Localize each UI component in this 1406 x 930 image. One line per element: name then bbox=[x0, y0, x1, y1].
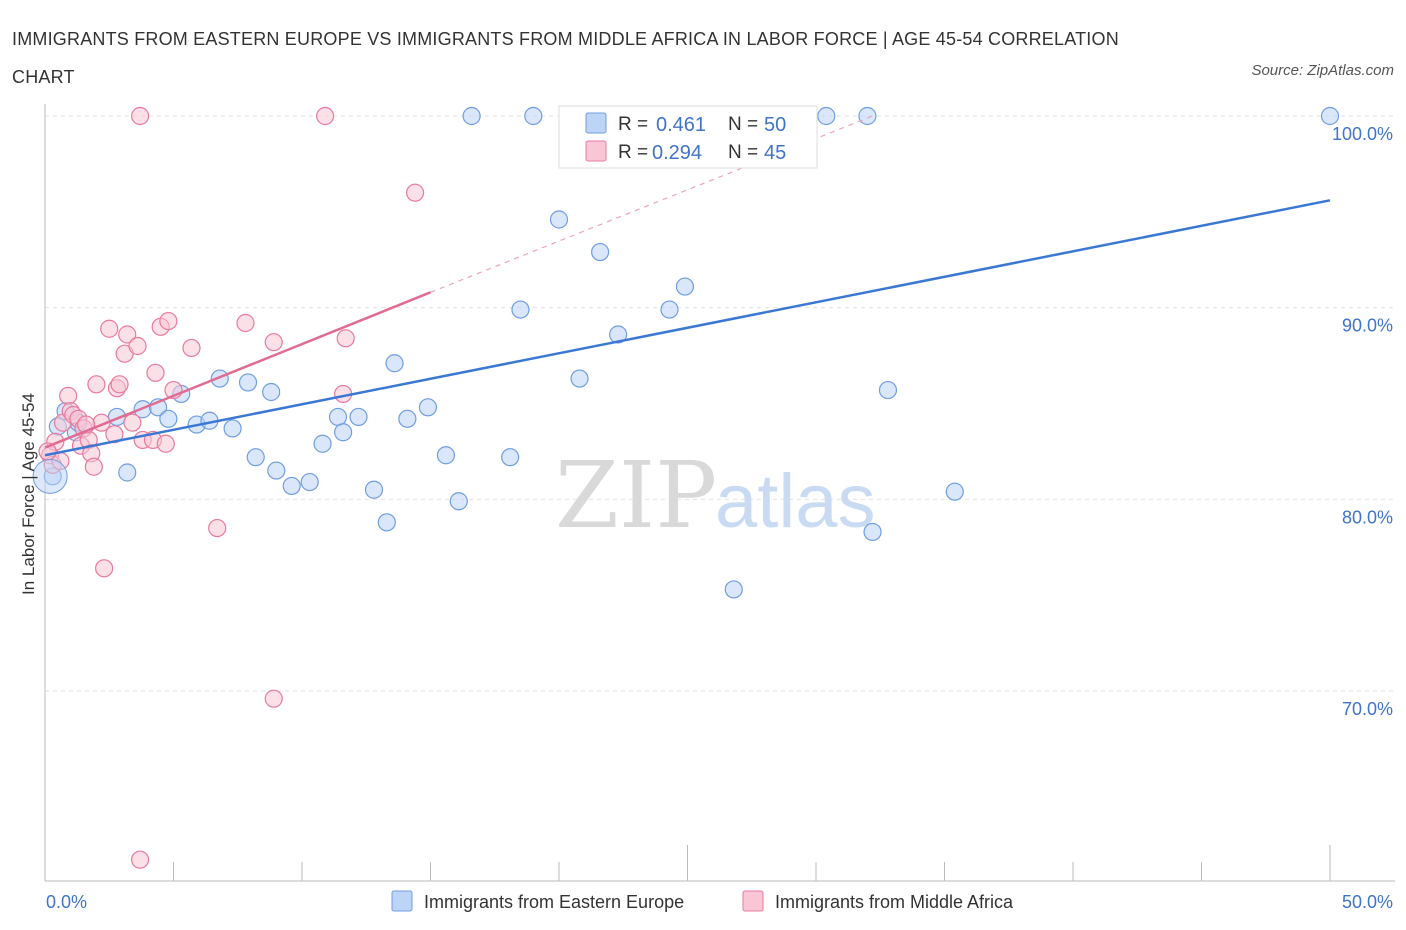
point-eastern-europe-40 bbox=[660, 300, 679, 319]
point-eastern-europe-45 bbox=[858, 106, 877, 126]
point-eastern-europe-9 bbox=[159, 409, 178, 428]
x-tick-min: 0.0% bbox=[46, 892, 87, 912]
point-middle-africa-23 bbox=[128, 336, 147, 356]
point-eastern-europe-37 bbox=[570, 369, 589, 388]
x-tick-max: 50.0% bbox=[1342, 892, 1393, 912]
legend-r-label-1: R = bbox=[618, 114, 648, 135]
point-middle-africa-34 bbox=[264, 333, 283, 352]
point-middle-africa-14 bbox=[87, 375, 106, 394]
point-eastern-europe-23 bbox=[334, 423, 353, 442]
source-label: Source: ZipAtlas.com bbox=[1251, 62, 1394, 79]
point-middle-africa-33 bbox=[236, 313, 255, 333]
point-eastern-europe-42 bbox=[724, 580, 743, 599]
legend-r-value-middle-africa: 0.294 bbox=[652, 142, 702, 164]
legend-swatch-middle-africa bbox=[585, 140, 607, 162]
legend-n-value-middle-africa: 45 bbox=[764, 142, 786, 164]
stats-legend: R = 0.461 N = 50 R = 0.294 N = 45 bbox=[558, 105, 818, 169]
point-middle-africa-37 bbox=[405, 183, 425, 202]
point-middle-africa-42 bbox=[130, 850, 150, 869]
point-eastern-europe-36 bbox=[549, 210, 569, 229]
point-middle-africa-29 bbox=[159, 311, 178, 331]
point-eastern-europe-39 bbox=[609, 325, 628, 344]
trend-lines bbox=[44, 115, 1331, 457]
watermark-zip: ZIP bbox=[555, 442, 717, 549]
point-eastern-europe-35 bbox=[524, 106, 543, 126]
legend-n-value-eastern-europe: 50 bbox=[764, 114, 786, 136]
point-eastern-europe-32 bbox=[462, 106, 481, 126]
point-middle-africa-26 bbox=[146, 363, 165, 382]
point-eastern-europe-31 bbox=[449, 492, 468, 511]
legend-r-value-eastern-europe: 0.461 bbox=[656, 114, 706, 136]
legend-n-label-1: N = bbox=[728, 114, 758, 135]
legend-swatch-eastern-europe bbox=[585, 112, 607, 134]
point-middle-africa-36 bbox=[336, 329, 355, 348]
legend-r-label-2: R = bbox=[618, 142, 648, 163]
point-eastern-europe-28 bbox=[398, 409, 417, 428]
point-eastern-europe-18 bbox=[267, 461, 286, 480]
point-eastern-europe-large bbox=[32, 458, 68, 494]
point-eastern-europe-27 bbox=[385, 354, 404, 373]
y-axis-label: In Labor Force | Age 45-54 bbox=[19, 393, 38, 595]
point-middle-africa-31 bbox=[182, 338, 201, 358]
y-tick-label-100: 100.0% bbox=[1332, 124, 1393, 144]
watermark-atlas: atlas bbox=[715, 459, 876, 544]
point-middle-africa-40 bbox=[316, 106, 335, 126]
point-eastern-europe-20 bbox=[300, 472, 319, 492]
point-eastern-europe-19 bbox=[282, 476, 301, 496]
point-middle-africa-38 bbox=[95, 559, 114, 578]
y-tick-label-70: 70.0% bbox=[1342, 699, 1393, 719]
bottom-legend-label-eastern-europe: Immigrants from Eastern Europe bbox=[424, 892, 684, 912]
trend-line-eastern-europe bbox=[44, 199, 1331, 457]
point-middle-africa-13 bbox=[84, 457, 103, 476]
point-eastern-europe-44 bbox=[817, 106, 836, 126]
bottom-legend-label-middle-africa: Immigrants from Middle Africa bbox=[775, 892, 1014, 912]
point-eastern-europe-30 bbox=[436, 446, 456, 465]
series-legend: Immigrants from Eastern Europe Immigrant… bbox=[391, 890, 1014, 912]
grid-lines bbox=[45, 115, 1395, 692]
point-eastern-europe-24 bbox=[349, 407, 368, 427]
point-middle-africa-28 bbox=[156, 434, 175, 453]
point-eastern-europe-41 bbox=[675, 277, 695, 296]
point-middle-africa-22 bbox=[123, 413, 142, 432]
point-eastern-europe-34 bbox=[511, 300, 530, 319]
trend-line-middle-africa bbox=[44, 291, 431, 449]
bottom-legend-swatch-eastern-europe bbox=[391, 890, 413, 912]
axes bbox=[44, 104, 1395, 882]
point-eastern-europe-29 bbox=[418, 398, 438, 417]
point-eastern-europe-6 bbox=[118, 463, 137, 482]
point-middle-africa-41 bbox=[264, 689, 283, 708]
legend-n-label-2: N = bbox=[728, 142, 758, 163]
point-eastern-europe-14 bbox=[223, 419, 242, 438]
point-eastern-europe-26 bbox=[377, 513, 396, 532]
point-eastern-europe-47 bbox=[878, 380, 898, 400]
point-eastern-europe-17 bbox=[262, 382, 281, 402]
point-middle-africa-19 bbox=[110, 375, 129, 394]
point-eastern-europe-16 bbox=[246, 448, 265, 467]
point-middle-africa-21 bbox=[118, 325, 137, 344]
point-eastern-europe-25 bbox=[364, 480, 384, 499]
point-middle-africa-32 bbox=[208, 518, 227, 538]
bottom-legend-swatch-middle-africa bbox=[742, 890, 764, 912]
point-middle-africa-5 bbox=[59, 386, 78, 405]
watermark: ZIP atlas bbox=[555, 442, 876, 549]
point-eastern-europe-22 bbox=[328, 407, 348, 427]
point-middle-africa-16 bbox=[100, 319, 119, 338]
chart-title: IMMIGRANTS FROM EASTERN EUROPE VS IMMIGR… bbox=[12, 29, 1119, 87]
point-eastern-europe-38 bbox=[591, 242, 610, 262]
point-eastern-europe-46 bbox=[863, 522, 882, 542]
y-tick-label-80: 80.0% bbox=[1342, 507, 1393, 527]
point-eastern-europe-49 bbox=[1320, 106, 1340, 126]
point-eastern-europe-15 bbox=[238, 373, 258, 392]
point-eastern-europe-48 bbox=[945, 482, 964, 501]
point-middle-africa-39 bbox=[130, 106, 150, 126]
point-eastern-europe-21 bbox=[313, 434, 332, 453]
point-eastern-europe-33 bbox=[501, 448, 520, 467]
y-tick-label-90: 90.0% bbox=[1342, 316, 1393, 336]
